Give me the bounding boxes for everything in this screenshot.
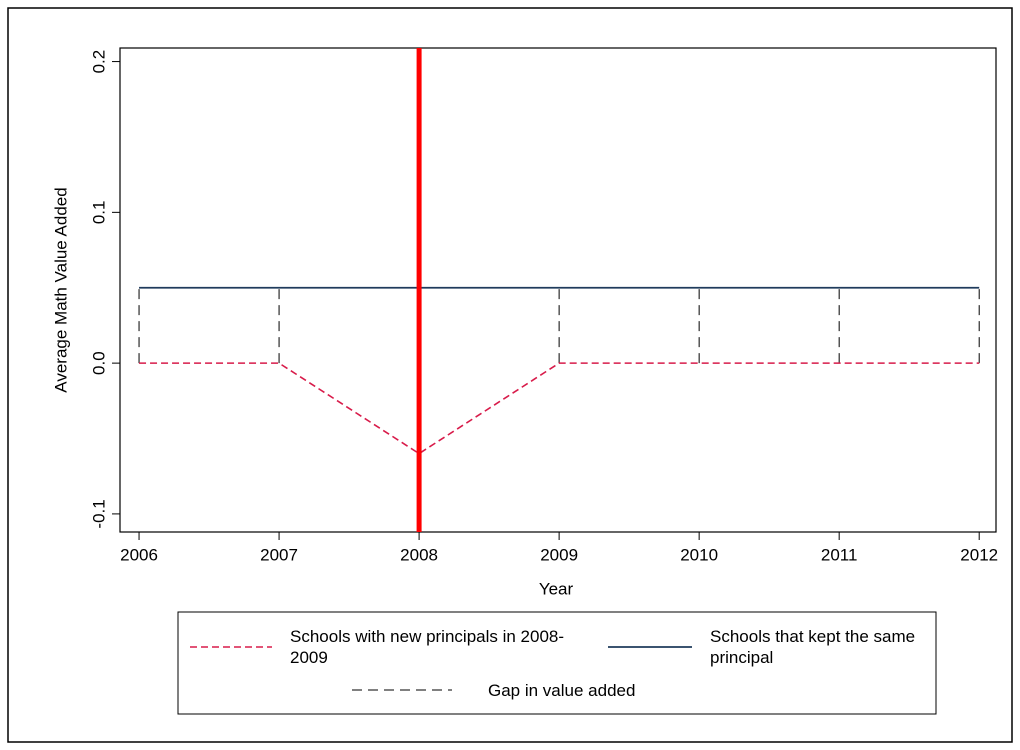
x-tick-label: 2008 (400, 545, 438, 564)
x-axis-title: Year (539, 579, 574, 598)
legend-box (177, 611, 937, 715)
y-tick-label: 0.0 (89, 351, 108, 375)
series-line (139, 362, 980, 455)
x-tick-label: 2009 (540, 545, 578, 564)
plot-box (119, 47, 997, 533)
x-tick-label: 2011 (821, 545, 858, 564)
y-tick-label: -0.1 (89, 499, 108, 528)
legend-label: Schools that kept the same principal (710, 627, 916, 667)
legend-label: Schools with new principals in 2008-2009 (290, 627, 565, 667)
x-tick-label: 2012 (960, 545, 998, 564)
frame (7, 7, 1013, 743)
legend-label: Gap in value added (488, 681, 636, 700)
y-tick-label: 0.2 (89, 50, 108, 74)
x-tick-label: 2010 (680, 545, 718, 564)
x-tick-label: 2006 (120, 545, 158, 564)
y-tick-label: 0.1 (89, 201, 108, 225)
y-axis-title: Average Math Value Added (51, 187, 70, 392)
x-tick-label: 2007 (260, 545, 298, 564)
